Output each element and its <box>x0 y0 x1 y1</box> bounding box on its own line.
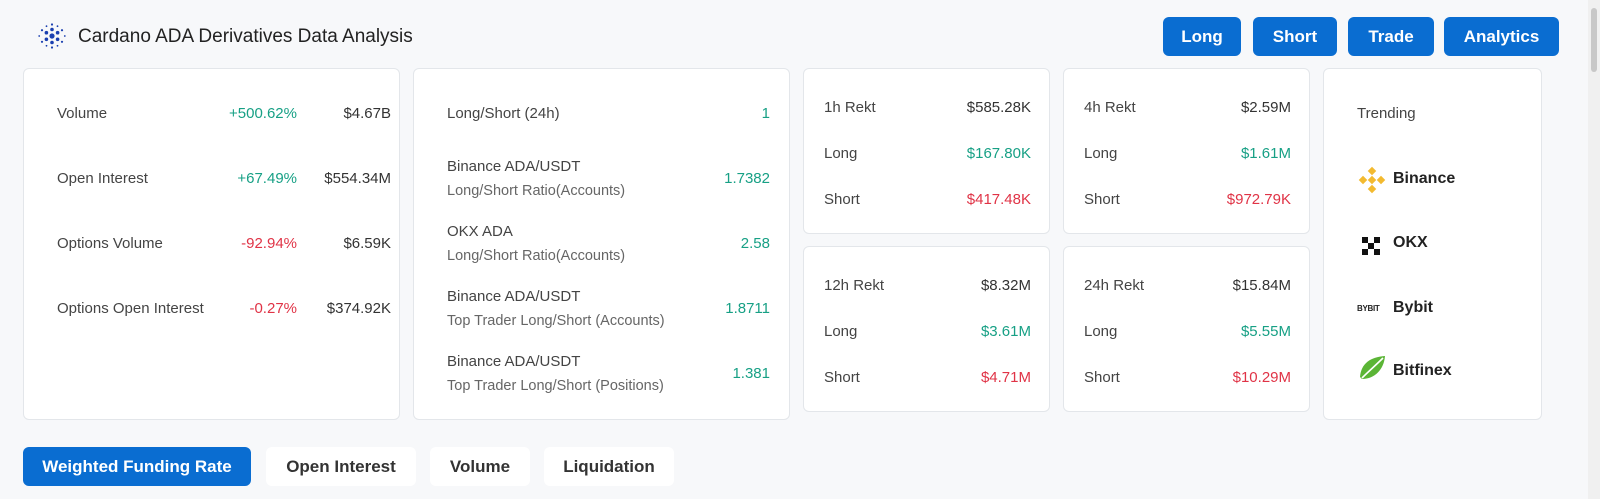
binance-logo-icon <box>1357 165 1387 195</box>
stat-change-options-open-interest: -0.27% <box>249 300 297 317</box>
rekt-long-value: $1.61M <box>1240 145 1291 162</box>
rekt-card-12h: 12h Rekt $8.32M Long $3.61M Short $4.71M <box>803 246 1050 412</box>
rekt-long-label: Long <box>1084 145 1118 162</box>
trending-exchange-binance[interactable]: Binance <box>1393 170 1456 187</box>
ratio-subtitle: Top Trader Long/Short (Accounts) <box>447 313 665 329</box>
long-short-24h-value: 1 <box>761 105 770 122</box>
market-stats-card: Volume +500.62% $4.67B Open Interest +67… <box>23 68 400 420</box>
stat-value-options-volume: $6.59K <box>343 235 391 252</box>
rekt-long-label: Long <box>824 323 858 340</box>
rekt-card-1h: 1h Rekt $585.28K Long $167.80K Short $41… <box>803 68 1050 234</box>
long-short-24h-label: Long/Short (24h) <box>447 105 560 122</box>
bitfinex-logo-icon <box>1357 353 1387 383</box>
trending-exchange-bybit[interactable]: Bybit <box>1393 299 1433 316</box>
ratio-value: 1.7382 <box>724 170 770 187</box>
rekt-short-value: $4.71M <box>980 369 1031 386</box>
rekt-period: 4h Rekt <box>1084 99 1136 116</box>
rekt-card-4h: 4h Rekt $2.59M Long $1.61M Short $972.79… <box>1063 68 1310 234</box>
rekt-short-label: Short <box>1084 191 1120 208</box>
trending-card: Trending Binance OKX BYBIT Bybit <box>1323 68 1542 420</box>
stat-label-options-open-interest: Options Open Interest <box>57 300 204 317</box>
rekt-long-label: Long <box>1084 323 1118 340</box>
ratio-title: Binance ADA/USDT <box>447 158 581 175</box>
rekt-period: 12h Rekt <box>824 277 885 294</box>
stat-change-options-volume: -92.94% <box>241 235 297 252</box>
rekt-total: $585.28K <box>966 99 1031 116</box>
tab-open-interest[interactable]: Open Interest <box>266 447 416 486</box>
stat-change-volume: +500.62% <box>229 105 297 122</box>
tab-volume[interactable]: Volume <box>430 447 530 486</box>
stat-value-open-interest: $554.34M <box>324 170 391 187</box>
ratio-value: 1.8711 <box>725 300 770 317</box>
cardano-logo-icon <box>36 20 68 52</box>
rekt-long-value: $3.61M <box>980 323 1031 340</box>
rekt-long-value: $5.55M <box>1240 323 1291 340</box>
trending-exchange-bitfinex[interactable]: Bitfinex <box>1393 362 1452 379</box>
rekt-long-label: Long <box>824 145 858 162</box>
rekt-short-value: $10.29M <box>1232 369 1291 386</box>
page-scrollbar[interactable] <box>1588 0 1600 499</box>
bybit-logo-icon: BYBIT <box>1357 303 1380 313</box>
stat-label-open-interest: Open Interest <box>57 170 148 187</box>
scrollbar-thumb[interactable] <box>1591 8 1597 72</box>
trade-button[interactable]: Trade <box>1348 17 1434 56</box>
stat-label-volume: Volume <box>57 105 108 122</box>
stat-value-options-open-interest: $374.92K <box>326 300 391 317</box>
rekt-total: $15.84M <box>1232 277 1291 294</box>
ratio-subtitle: Long/Short Ratio(Accounts) <box>447 183 626 199</box>
trending-title: Trending <box>1357 105 1416 122</box>
trending-exchange-okx[interactable]: OKX <box>1393 234 1428 251</box>
stat-change-open-interest: +67.49% <box>237 170 297 187</box>
rekt-period: 1h Rekt <box>824 99 876 116</box>
ratio-subtitle: Top Trader Long/Short (Positions) <box>447 378 664 394</box>
ratio-value: 1.381 <box>732 365 770 382</box>
stat-value-volume: $4.67B <box>343 105 391 122</box>
okx-logo-icon <box>1359 234 1383 258</box>
rekt-short-label: Short <box>1084 369 1120 386</box>
rekt-short-label: Short <box>824 191 860 208</box>
tab-weighted-funding-rate[interactable]: Weighted Funding Rate <box>23 447 251 486</box>
rekt-long-value: $167.80K <box>966 145 1031 162</box>
long-short-ratios-card: Long/Short (24h) 1 Binance ADA/USDT Long… <box>413 68 790 420</box>
rekt-total: $8.32M <box>980 277 1031 294</box>
rekt-short-label: Short <box>824 369 860 386</box>
analytics-button[interactable]: Analytics <box>1444 17 1559 56</box>
long-button[interactable]: Long <box>1163 17 1241 56</box>
ratio-title: Binance ADA/USDT <box>447 353 581 370</box>
rekt-short-value: $417.48K <box>966 191 1031 208</box>
stat-label-options-volume: Options Volume <box>57 235 163 252</box>
short-button[interactable]: Short <box>1253 17 1337 56</box>
ratio-subtitle: Long/Short Ratio(Accounts) <box>447 248 626 264</box>
page-title: Cardano ADA Derivatives Data Analysis <box>78 26 413 47</box>
ratio-title: OKX ADA <box>447 223 513 240</box>
ratio-value: 2.58 <box>740 235 770 252</box>
tab-liquidation[interactable]: Liquidation <box>544 447 674 486</box>
rekt-card-24h: 24h Rekt $15.84M Long $5.55M Short $10.2… <box>1063 246 1310 412</box>
rekt-short-value: $972.79K <box>1226 191 1291 208</box>
rekt-period: 24h Rekt <box>1084 277 1145 294</box>
ratio-title: Binance ADA/USDT <box>447 288 581 305</box>
rekt-total: $2.59M <box>1240 99 1291 116</box>
